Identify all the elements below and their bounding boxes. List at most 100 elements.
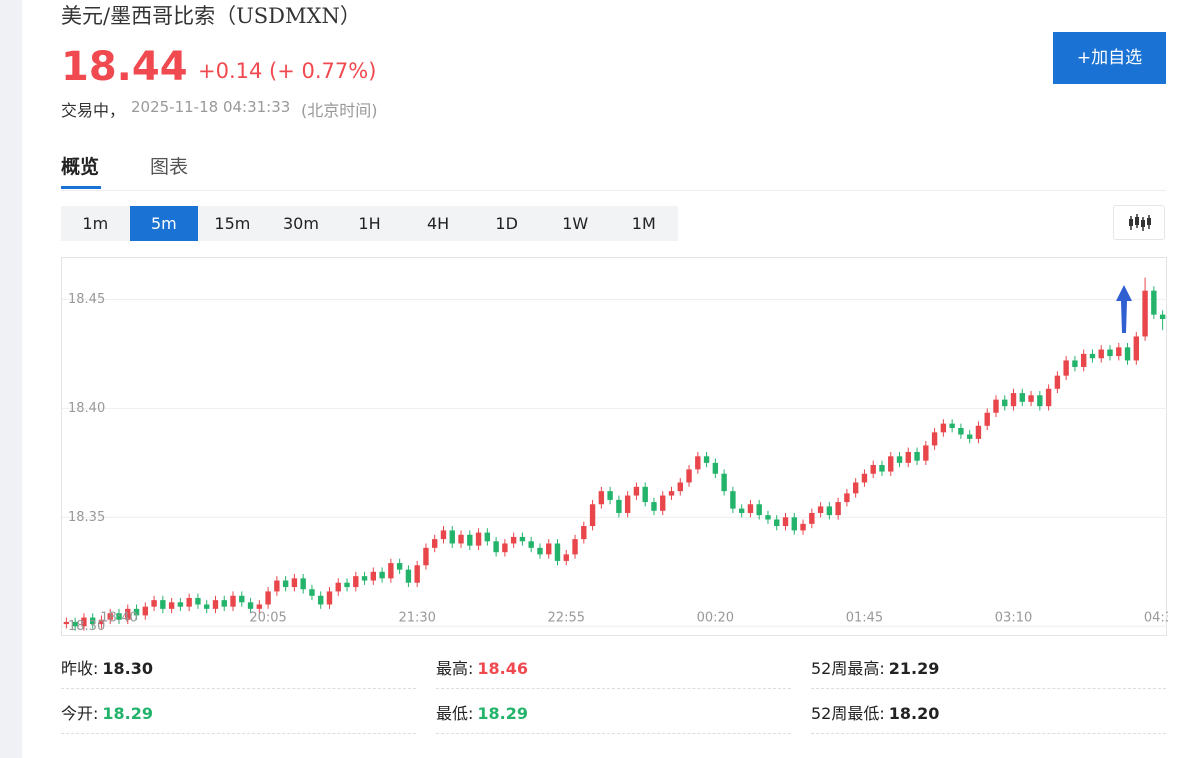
- candle-body: [1019, 393, 1025, 402]
- stat-value: 18.29: [102, 704, 154, 723]
- period-button[interactable]: 1H: [358, 214, 381, 233]
- candle-body: [774, 519, 780, 527]
- x-tick-label: 22:55: [548, 611, 585, 626]
- period-button[interactable]: 1m: [82, 214, 109, 233]
- row-divider: [436, 688, 791, 689]
- period-bar: 1m 5m 15m 30m 1H 4H 1D 1W 1M: [61, 206, 678, 241]
- candle-body: [642, 486, 648, 503]
- candle-body: [168, 602, 175, 609]
- stat-value: 21.29: [888, 659, 940, 678]
- candle-body: [423, 547, 429, 566]
- add-watchlist-button[interactable]: +加自选: [1053, 32, 1166, 84]
- candle-body: [125, 608, 131, 620]
- candle-body: [1037, 395, 1043, 407]
- candle-body: [1142, 290, 1148, 337]
- period-button[interactable]: 15m: [214, 214, 251, 233]
- candle-body: [730, 491, 736, 509]
- candle-body: [440, 530, 447, 540]
- candle-body: [300, 578, 306, 590]
- candle-body: [370, 571, 377, 581]
- row-divider: [436, 733, 791, 734]
- chart-type-button[interactable]: [1113, 205, 1165, 240]
- candle-body: [791, 517, 797, 531]
- candle-body: [247, 602, 254, 609]
- y-tick-label: 18.40: [68, 401, 105, 416]
- candle-body: [993, 399, 999, 413]
- candle-body: [388, 563, 394, 579]
- period-button[interactable]: 1W: [562, 214, 589, 233]
- candle-body: [204, 604, 210, 609]
- candle-body: [738, 508, 745, 513]
- tab[interactable]: 图表: [150, 156, 189, 178]
- candle-body: [1010, 393, 1017, 407]
- stat: 52周最高: 21.29: [811, 655, 939, 679]
- stat-label: 52周最低:: [811, 704, 885, 723]
- candle-body: [432, 539, 438, 548]
- candle-body: [966, 434, 973, 439]
- candle-body: [931, 432, 938, 446]
- stat: 今开: 18.29: [61, 700, 153, 724]
- candle-body: [598, 491, 605, 505]
- candle-body: [589, 504, 596, 527]
- candle-body: [1151, 290, 1157, 315]
- candle-body: [98, 619, 105, 625]
- candle-body: [528, 541, 534, 548]
- period-button[interactable]: 1M: [631, 214, 656, 233]
- divider: [61, 190, 1166, 191]
- x-tick-label: 00:20: [697, 611, 734, 626]
- candle-body: [624, 495, 631, 513]
- candle-body: [239, 595, 245, 603]
- candle-body: [826, 506, 833, 516]
- period-button[interactable]: 1D: [495, 214, 518, 233]
- x-tick-label: 18:40: [100, 611, 137, 626]
- candle-body: [353, 576, 359, 588]
- x-tick-label: 20:05: [249, 611, 286, 626]
- candle-body: [475, 532, 482, 546]
- chart: 18.30 18.35 18.40 18.45 18:40 20:05 21:30 22:55…: [61, 257, 1168, 636]
- candle-body: [984, 412, 990, 426]
- stat-value: 18.20: [888, 704, 940, 723]
- arrow-annotation: [1116, 285, 1132, 333]
- stat-label: 最低:: [436, 704, 474, 723]
- candle-body: [835, 502, 841, 516]
- candle-body: [633, 486, 640, 496]
- price: 18.44: [61, 44, 188, 90]
- period-button[interactable]: 30m: [282, 214, 319, 233]
- candle-body: [896, 456, 903, 463]
- candle-body: [923, 445, 929, 461]
- candle-body: [668, 491, 675, 496]
- stat: 52周最低: 18.20: [811, 700, 939, 724]
- period-button[interactable]: 4H: [426, 214, 450, 233]
- row-divider: [811, 688, 1166, 689]
- candle-body: [844, 493, 850, 503]
- candle-body: [467, 534, 473, 546]
- candle-body: [282, 580, 289, 588]
- stat-label: 今开:: [61, 704, 99, 723]
- candle-body: [975, 425, 982, 439]
- candle-body: [116, 613, 122, 620]
- candle-body: [747, 504, 754, 513]
- candle-body: [861, 473, 868, 483]
- candle-body: [800, 523, 806, 531]
- candle-body: [958, 427, 964, 435]
- candle-body: [782, 517, 789, 527]
- candle-body: [756, 504, 762, 516]
- candle-body: [318, 595, 324, 605]
- candle-body: [1089, 353, 1096, 359]
- candle-body: [765, 515, 771, 520]
- candle-body: [1072, 360, 1078, 367]
- candle-body: [581, 526, 587, 540]
- period-button[interactable]: 5m: [129, 206, 199, 241]
- candle-body: [291, 578, 298, 588]
- stat: 最低: 18.29: [436, 700, 528, 724]
- candle-body: [914, 451, 920, 461]
- stat-value: 18.29: [477, 704, 529, 723]
- time: 2025-11-18 04:31:33: [131, 98, 291, 116]
- tab-indicator: [61, 186, 101, 189]
- candle-body: [186, 597, 192, 607]
- candle-body: [852, 482, 859, 494]
- tab[interactable]: 概览: [61, 156, 100, 178]
- candle-body: [177, 602, 184, 607]
- candle-body: [879, 465, 885, 472]
